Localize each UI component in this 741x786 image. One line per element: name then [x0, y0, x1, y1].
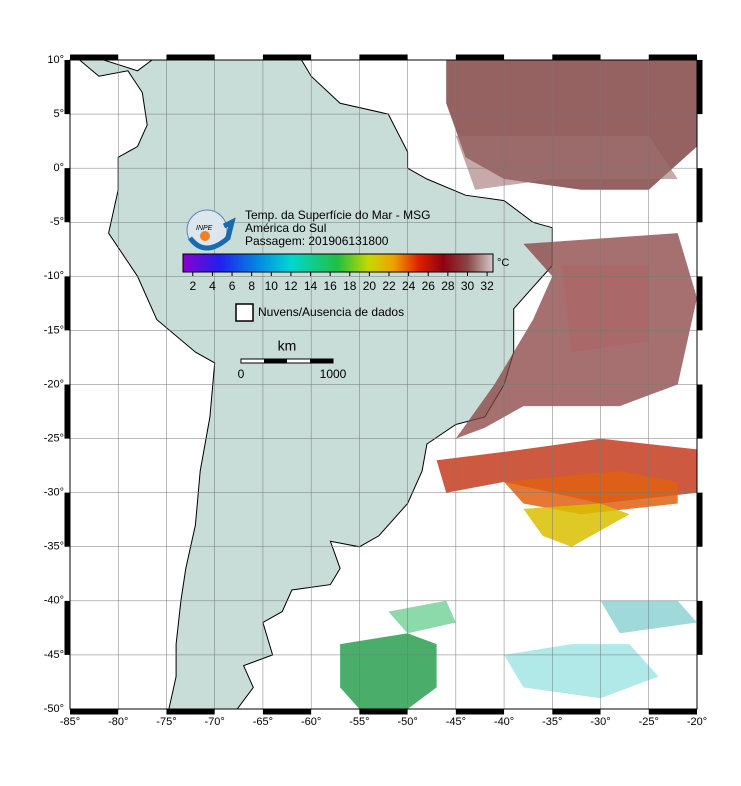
- sst-area: [504, 644, 659, 699]
- logo-sun: [200, 231, 210, 241]
- colorbar-tick-label: 18: [343, 279, 357, 293]
- colorbar: [182, 253, 494, 273]
- sst-area: [523, 503, 630, 547]
- colorbar-tick-label: 24: [402, 279, 416, 293]
- legend-swatch: [235, 303, 254, 322]
- colorbar-tick-label: 2: [189, 279, 196, 293]
- colorbar-tick-label: 6: [229, 279, 236, 293]
- sst-area: [388, 600, 456, 634]
- lon-tick-label: -50°: [397, 716, 417, 728]
- lon-tick-label: -70°: [205, 716, 225, 728]
- colorbar-unit: °C: [497, 257, 509, 269]
- colorbar-tick-label: 32: [480, 279, 494, 293]
- overlay: INPE Temp. da Superfície do Mar - MSG Am…: [182, 208, 509, 381]
- lat-tick-label: -40°: [44, 595, 64, 607]
- lat-tick-label: -25°: [44, 432, 64, 444]
- lon-tick-label: -35°: [542, 716, 562, 728]
- lon-tick-label: -55°: [349, 716, 369, 728]
- scale-unit: km: [278, 338, 297, 354]
- lon-tick-label: -30°: [590, 716, 610, 728]
- colorbar-tick-label: 12: [284, 279, 298, 293]
- lon-tick-label: -60°: [301, 716, 321, 728]
- lat-tick-label: -50°: [44, 703, 64, 715]
- lon-tick-label: -20°: [687, 716, 707, 728]
- logo-arrow: [188, 217, 236, 251]
- colorbar-tick-label: 14: [304, 279, 318, 293]
- colorbar-tick-label: 28: [441, 279, 455, 293]
- lat-tick-label: -5°: [50, 216, 64, 228]
- scale-tick-label: 0: [238, 367, 245, 381]
- lon-tick-label: -40°: [494, 716, 514, 728]
- lat-tick-label: -10°: [44, 270, 64, 282]
- sst-area: [455, 135, 678, 190]
- lon-tick-label: -45°: [446, 716, 466, 728]
- lon-tick-label: -25°: [639, 716, 659, 728]
- frame: [69, 59, 698, 710]
- title-line: Passagem: 201906131800: [245, 234, 389, 248]
- lat-tick-label: 5°: [53, 108, 64, 120]
- lat-tick-label: 10°: [47, 54, 64, 66]
- title-line: Temp. da Superfície do Mar - MSG: [245, 208, 430, 222]
- legend-label: Nuvens/Ausencia de dados: [258, 305, 404, 319]
- lat-tick-label: -30°: [44, 487, 64, 499]
- colorbar-tick-label: 22: [382, 279, 396, 293]
- lon-tick-label: -75°: [156, 716, 176, 728]
- colorbar-tick-label: 4: [209, 279, 216, 293]
- lat-tick-label: -15°: [44, 324, 64, 336]
- colorbar-tick-label: 20: [363, 279, 377, 293]
- scale-bar-segment: [264, 359, 287, 363]
- scale-bar-segment: [310, 359, 333, 363]
- scale-tick-label: 1000: [320, 367, 347, 381]
- logo-text: INPE: [196, 225, 213, 232]
- sst-area: [340, 633, 437, 709]
- lon-tick-label: -65°: [253, 716, 273, 728]
- lat-tick-label: -20°: [44, 378, 64, 390]
- lon-tick-label: -80°: [108, 716, 128, 728]
- lat-tick-label: -35°: [44, 541, 64, 553]
- sst-area: [562, 265, 649, 353]
- lat-tick-label: -45°: [44, 649, 64, 661]
- lat-tick-label: 0°: [53, 162, 64, 174]
- lon-tick-label: -85°: [60, 716, 80, 728]
- colorbar-tick-label: 8: [248, 279, 255, 293]
- colorbar-tick-label: 10: [265, 279, 279, 293]
- title-line: América do Sul: [245, 221, 326, 235]
- colorbar-tick-label: 16: [323, 279, 337, 293]
- colorbar-tick-label: 30: [461, 279, 475, 293]
- colorbar-tick-label: 26: [422, 279, 436, 293]
